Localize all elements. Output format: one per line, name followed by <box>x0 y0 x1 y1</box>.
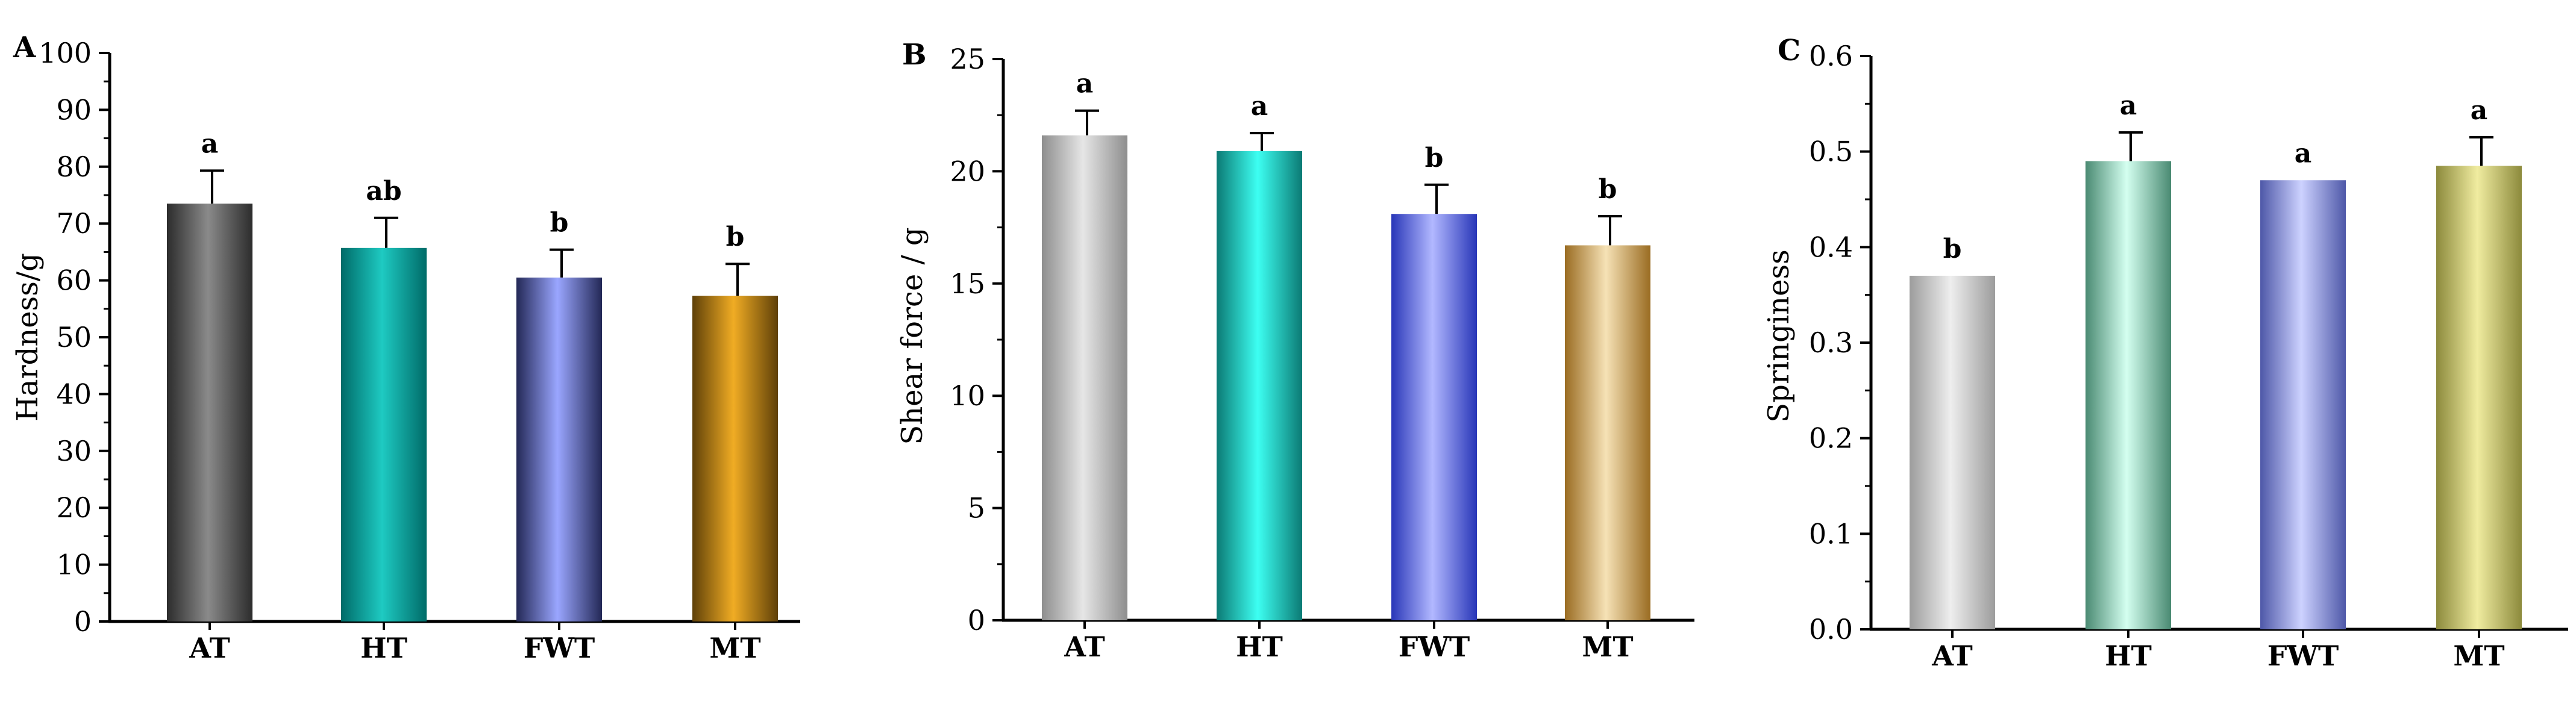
significance-label-a-at: a <box>201 128 219 159</box>
y-tick-label-b: 20 <box>950 155 985 187</box>
y-tick-label-a: 50 <box>56 321 92 354</box>
y-tick-label-b: 25 <box>950 43 985 75</box>
y-tick-label-a: 20 <box>56 491 92 524</box>
significance-label-a-mt: b <box>726 222 745 252</box>
bar-a-mt <box>692 296 778 621</box>
x-category-label-a-mt: MT <box>709 632 760 664</box>
x-category-label-a-ht: HT <box>360 632 407 664</box>
y-tick-label-a: 60 <box>56 264 92 297</box>
bar-b-at <box>1042 135 1127 620</box>
y-axis-label-c: Springiness <box>1762 249 1796 422</box>
bar-b-mt <box>1565 245 1650 620</box>
y-axis-label-b: Shear force / g <box>895 227 929 444</box>
significance-label-c-mt: a <box>2471 95 2488 126</box>
y-tick-label-c: 0.4 <box>1809 231 1853 263</box>
significance-label-a-fwt: b <box>550 208 569 238</box>
panel-letter-c: C <box>1778 34 1800 67</box>
bar-a-fwt <box>516 277 602 621</box>
y-tick-label-c: 0.6 <box>1809 40 1853 72</box>
y-tick-label-a: 30 <box>56 435 92 467</box>
bar-c-at <box>1910 275 1995 629</box>
y-tick-label-a: 0 <box>74 605 92 638</box>
significance-label-c-at: b <box>1943 234 1962 264</box>
x-category-label-a-at: AT <box>189 632 230 664</box>
y-tick-label-b: 10 <box>950 379 985 412</box>
significance-label-b-ht: a <box>1251 91 1268 122</box>
x-category-label-b-fwt: FWT <box>1399 631 1470 663</box>
y-tick-label-b: 5 <box>968 492 985 525</box>
x-category-label-b-mt: MT <box>1582 631 1633 663</box>
x-category-label-c-ht: HT <box>2105 640 2152 672</box>
bar-b-fwt <box>1391 214 1477 620</box>
y-tick-label-a: 40 <box>56 378 92 410</box>
y-tick-label-a: 10 <box>56 549 92 581</box>
significance-label-b-mt: b <box>1599 174 1617 205</box>
bar-a-at <box>167 204 252 621</box>
bar-c-ht <box>2086 161 2171 629</box>
x-category-label-b-at: AT <box>1064 631 1105 663</box>
chart-panel-c: C Springiness 0.0 0.1 0.2 0.3 0.4 0.5 0.6 b AT a H… <box>1762 34 2568 672</box>
significance-label-b-fwt: b <box>1425 143 1444 173</box>
bar-a-ht <box>341 248 427 621</box>
bar-c-fwt <box>2260 180 2346 629</box>
y-tick-label-a: 80 <box>56 151 92 183</box>
y-tick-label-c: 0.0 <box>1809 613 1853 646</box>
y-tick-label-c: 0.5 <box>1809 135 1853 168</box>
x-category-label-a-fwt: FWT <box>524 632 595 664</box>
bar-c-mt <box>2436 166 2522 629</box>
y-tick-label-c: 0.2 <box>1809 422 1853 455</box>
significance-label-b-at: a <box>1076 69 1094 99</box>
chart-panel-b: B Shear force / g 0 5 10 15 20 25 a AT a HT b FWT b M… <box>895 38 1694 663</box>
panel-letter-b: B <box>902 38 927 72</box>
panel-letter-a: A <box>13 31 36 64</box>
y-axis-label-a: Hardness/g <box>11 253 45 422</box>
bar-b-ht <box>1217 151 1302 620</box>
x-category-label-c-fwt: FWT <box>2267 640 2339 672</box>
significance-label-c-fwt: a <box>2295 138 2312 169</box>
y-tick-label-a: 70 <box>56 207 92 240</box>
y-tick-label-b: 0 <box>968 604 985 637</box>
significance-label-a-ht: ab <box>366 176 401 207</box>
chart-panel-a: A Hardness/g 0 10 20 30 40 50 60 70 80 90 100 a AT ab… <box>11 31 800 664</box>
x-category-label-c-at: AT <box>1931 640 1972 672</box>
x-category-label-c-mt: MT <box>2453 640 2504 672</box>
y-tick-label-a: 90 <box>56 93 92 126</box>
y-tick-label-c: 0.3 <box>1809 326 1853 359</box>
x-category-label-b-ht: HT <box>1236 631 1283 663</box>
y-tick-label-c: 0.1 <box>1809 517 1853 550</box>
y-tick-label-b: 15 <box>950 267 985 300</box>
significance-label-c-ht: a <box>2120 90 2137 121</box>
y-tick-label-a: 100 <box>39 37 92 69</box>
